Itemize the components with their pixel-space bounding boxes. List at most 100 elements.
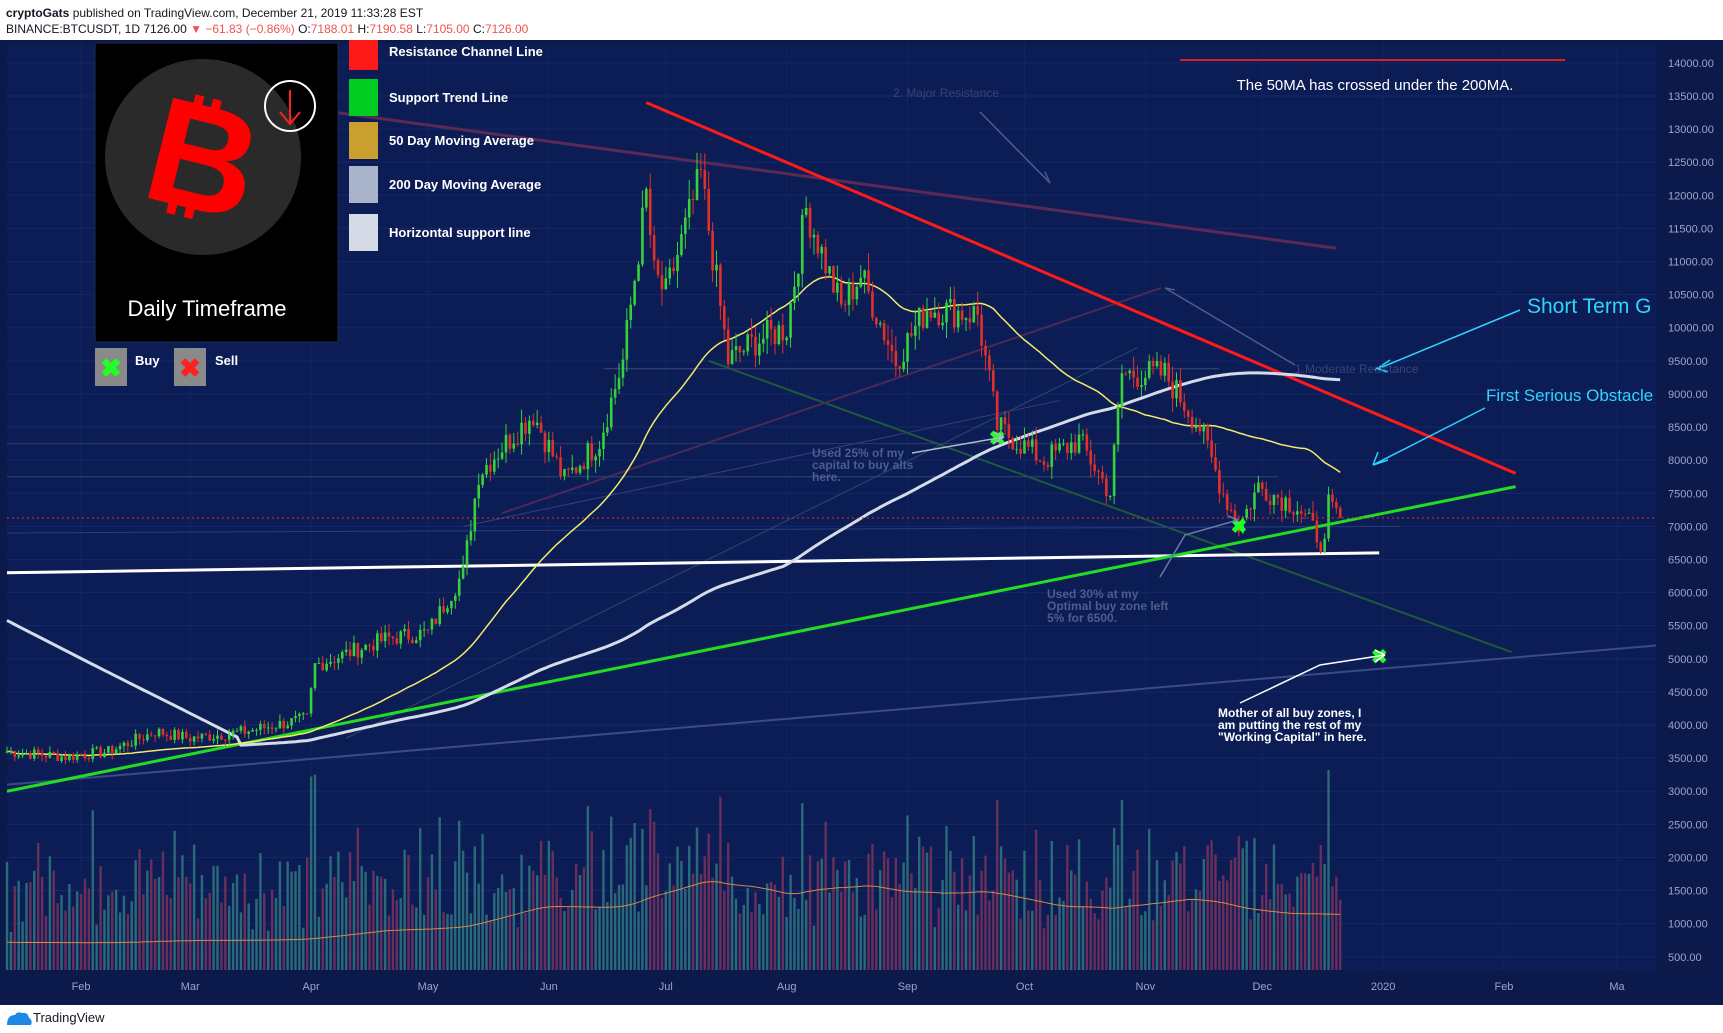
volume-bar: [656, 853, 660, 970]
candle-body: [1303, 513, 1307, 515]
volume-bar: [649, 809, 652, 970]
volume-bar: [1292, 906, 1295, 970]
y-tick-label: 6000.00: [1668, 588, 1708, 600]
candle-body: [442, 606, 445, 613]
moderate-resistance-arrow-head: [1164, 287, 1176, 291]
volume-bar: [196, 918, 200, 970]
candle-body: [563, 469, 566, 476]
volume-bar: [60, 895, 63, 970]
candle-body: [754, 336, 757, 356]
candle-body: [730, 350, 734, 365]
volume-bar: [1070, 870, 1073, 970]
volume-bar: [489, 920, 492, 970]
volume-bar: [387, 915, 391, 970]
volume-bar: [968, 875, 972, 970]
buy-marker-icon: ✖: [1371, 646, 1388, 668]
candle-body: [1054, 444, 1057, 451]
used30-note: Used 30% at my Optimal buy zone left 5% …: [1047, 587, 1168, 625]
volume-bar: [325, 883, 328, 970]
candle-body: [914, 325, 917, 336]
candle-body: [781, 325, 785, 341]
volume-bar: [1214, 854, 1217, 970]
volume-bar: [953, 871, 956, 970]
volume-bar: [278, 861, 282, 970]
candle-body: [1101, 471, 1104, 479]
candle-body: [711, 230, 714, 271]
candle-body: [262, 723, 266, 729]
volume-bar: [1237, 836, 1241, 970]
candle-body: [317, 663, 321, 665]
low-label: L:: [416, 22, 427, 36]
volume-bar: [949, 850, 952, 970]
candle-body: [964, 318, 968, 320]
volume-bar: [563, 911, 566, 970]
volume-bar: [960, 858, 964, 970]
candle-body: [1027, 440, 1030, 447]
candle-body: [808, 207, 812, 238]
volume-bar: [25, 883, 28, 970]
y-tick-label: 4500.00: [1668, 687, 1708, 699]
volume-bar: [578, 875, 582, 970]
candle-body: [508, 434, 512, 449]
chart-canvas[interactable]: 7126.00✖✖✖ 500.001000.001500.002000.0025…: [0, 40, 1723, 1005]
volume-bar: [204, 898, 208, 970]
candle-body: [898, 366, 902, 370]
y-tick-label: 8500.00: [1668, 422, 1708, 434]
candle-body: [87, 758, 91, 760]
candle-body: [742, 351, 746, 353]
open-value: 7188.01: [310, 22, 355, 36]
price-axis[interactable]: [1656, 40, 1723, 967]
symbol-ohlc-row: BINANCE:BTCUSDT, 1D 7126.00 ▼ −61.83 (−0…: [6, 22, 528, 36]
candle-body: [1241, 517, 1245, 533]
candle-body: [1257, 482, 1260, 493]
candle-body: [921, 307, 925, 328]
volume-bar: [130, 901, 133, 970]
volume-bar: [610, 816, 613, 970]
candle-body: [227, 734, 231, 740]
candle-body: [340, 652, 344, 659]
volume-bar: [781, 856, 784, 970]
tradingview-logo-icon[interactable]: [5, 1009, 33, 1029]
volume-bar: [882, 851, 886, 970]
candle-body: [1319, 542, 1323, 552]
candle-body: [504, 434, 508, 453]
volume-bar: [255, 898, 258, 970]
volume-bar: [383, 878, 387, 970]
volume-bar: [742, 904, 745, 970]
candle-body: [181, 731, 184, 740]
candle-body: [999, 417, 1003, 431]
volume-bar: [988, 900, 991, 970]
candle-body: [1085, 434, 1089, 451]
volume-bar: [1089, 898, 1092, 970]
time-axis[interactable]: [0, 970, 1723, 1005]
candle-body: [1136, 377, 1139, 387]
buy-x-icon: ✖: [100, 353, 122, 383]
candle-body: [1264, 488, 1268, 501]
candle-body: [617, 377, 621, 390]
y-tick-label: 5500.00: [1668, 621, 1708, 633]
candle-body: [282, 720, 286, 729]
volume-bar: [91, 810, 94, 970]
candle-body: [1315, 520, 1319, 543]
candle-body: [415, 640, 418, 644]
volume-bar: [200, 874, 204, 970]
x-tick-label: Ma: [1609, 981, 1625, 993]
author-name[interactable]: cryptoGats: [6, 6, 70, 20]
volume-bar: [598, 906, 601, 970]
candle-body: [48, 752, 52, 758]
volume-bar: [360, 866, 363, 970]
volume-bar: [1163, 880, 1167, 970]
candle-body: [1159, 360, 1163, 376]
volume-bar: [652, 821, 656, 970]
brand-name[interactable]: TradingView: [33, 1010, 105, 1025]
candle-body: [243, 726, 247, 734]
x-tick-label: Feb: [72, 981, 91, 993]
volume-bar: [937, 908, 940, 970]
legend-swatch: [349, 79, 378, 116]
volume-bar: [1194, 889, 1198, 970]
candle-body: [1280, 497, 1284, 511]
volume-bar: [629, 837, 632, 970]
candle-body: [1163, 362, 1167, 376]
used30-line-1: Used 30% at my: [1047, 587, 1139, 601]
candle-body: [352, 642, 356, 657]
